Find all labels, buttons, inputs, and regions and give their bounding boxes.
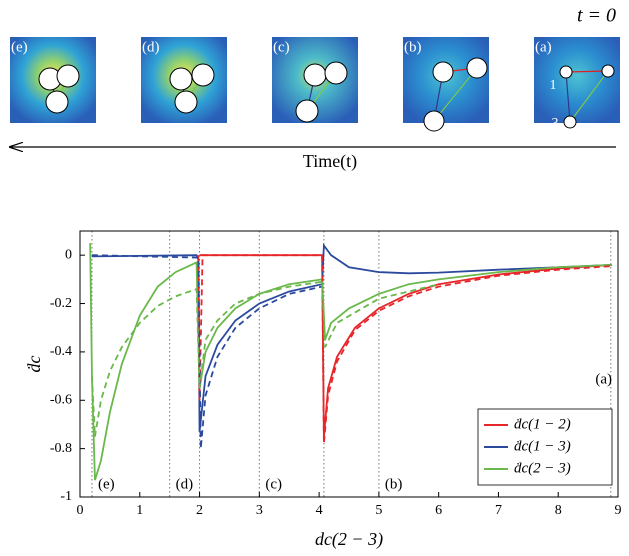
particle bbox=[432, 61, 454, 83]
x-tick-label: 9 bbox=[615, 503, 622, 518]
region-label: (b) bbox=[385, 476, 403, 492]
particle bbox=[169, 67, 193, 91]
x-tick-label: 4 bbox=[316, 503, 323, 518]
series-line bbox=[91, 280, 439, 437]
legend-label: ḋc(1 − 2) bbox=[514, 416, 571, 432]
legend-label: ḋc(2 − 3) bbox=[514, 460, 571, 476]
y-tick-label: -0.6 bbox=[50, 392, 72, 407]
particle bbox=[466, 57, 488, 79]
particle bbox=[191, 63, 215, 87]
x-tick-label: 5 bbox=[375, 503, 382, 518]
panel-label: (a) bbox=[535, 39, 552, 55]
series-line bbox=[91, 254, 323, 449]
x-tick-label: 2 bbox=[196, 503, 203, 518]
particle bbox=[45, 90, 69, 114]
x-tick-label: 3 bbox=[256, 503, 263, 518]
particle bbox=[423, 110, 445, 132]
region-label: (d) bbox=[176, 476, 194, 492]
y-axis-label: ḋc bbox=[24, 356, 44, 373]
particle bbox=[559, 65, 573, 79]
x-axis-label: dc(2 − 3) bbox=[315, 529, 383, 550]
link bbox=[569, 70, 609, 123]
y-tick-label: 0 bbox=[65, 247, 72, 262]
y-tick-label: -0.2 bbox=[50, 296, 72, 311]
panel-label: (e) bbox=[11, 39, 28, 55]
particle-label: 1 bbox=[550, 78, 557, 93]
panel-image bbox=[534, 37, 620, 123]
panels: (e) (d) (c) (b) (a) 1 2 3 bbox=[10, 37, 627, 132]
x-tick-label: 7 bbox=[495, 503, 502, 518]
time-label: t = 0 bbox=[577, 5, 616, 27]
particle bbox=[601, 64, 615, 78]
particle bbox=[174, 90, 198, 114]
plot-frame bbox=[79, 230, 619, 498]
series-line bbox=[89, 243, 613, 481]
region-label: (c) bbox=[265, 476, 282, 492]
particle bbox=[295, 99, 319, 123]
y-tick-label: -1 bbox=[60, 489, 72, 504]
x-tick-label: 8 bbox=[555, 503, 562, 518]
x-tick-label: 1 bbox=[136, 503, 143, 518]
particle-label: 2 bbox=[620, 78, 627, 93]
series-line bbox=[197, 254, 613, 444]
x-tick-label: 0 bbox=[77, 503, 84, 518]
legend-label: ḋc(1 − 3) bbox=[514, 438, 571, 454]
annotation: (a) bbox=[595, 371, 612, 387]
panel-label: (d) bbox=[142, 39, 160, 55]
x-tick-label: 6 bbox=[435, 503, 442, 518]
plot: (e) (d) (c) (b) (a) 0 1 2 3 4 5 6 7 8 9 -1 -0.8 -0.6 -0.4 -… bbox=[24, 230, 622, 550]
y-tick-label: -0.8 bbox=[50, 441, 72, 456]
particle bbox=[563, 115, 577, 129]
arrow-label: Time(t) bbox=[303, 151, 357, 172]
link bbox=[433, 67, 478, 122]
particle bbox=[56, 64, 80, 88]
y-tick-label: -0.4 bbox=[50, 344, 72, 359]
panel-label: (b) bbox=[404, 39, 422, 55]
particle bbox=[324, 61, 348, 85]
link bbox=[565, 70, 609, 73]
panel-label: (c) bbox=[273, 39, 290, 55]
region-label: (e) bbox=[98, 476, 115, 492]
particle-label: 3 bbox=[552, 116, 559, 131]
particle bbox=[303, 63, 327, 87]
link bbox=[565, 71, 571, 123]
